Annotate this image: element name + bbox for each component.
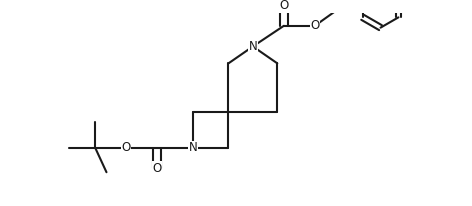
Text: N: N bbox=[249, 40, 257, 53]
Text: N: N bbox=[188, 141, 197, 154]
Text: O: O bbox=[122, 141, 131, 154]
Text: O: O bbox=[310, 19, 320, 32]
Text: O: O bbox=[279, 0, 288, 12]
Text: O: O bbox=[152, 162, 162, 175]
